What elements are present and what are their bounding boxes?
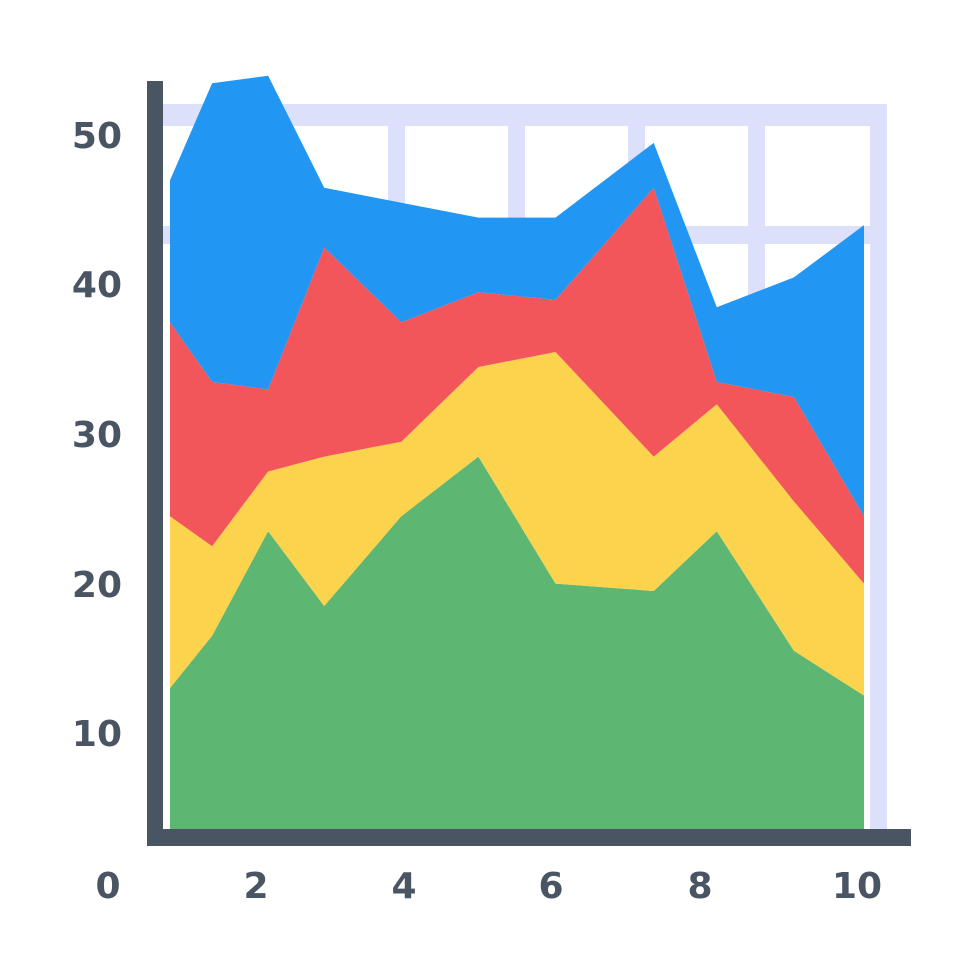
x-tick-label: 6 <box>538 866 563 907</box>
area-series-4 <box>170 75 864 517</box>
y-axis-line <box>147 81 163 846</box>
y-tick-label: 10 <box>72 714 122 755</box>
x-tick-label: 8 <box>687 866 712 907</box>
x-tick-label: 4 <box>391 866 416 907</box>
y-tick-label: 40 <box>72 265 122 306</box>
y-tick-label: 50 <box>72 116 122 157</box>
area-series-3 <box>170 187 864 584</box>
x-axis-line <box>147 829 911 846</box>
y-tick-label: 20 <box>72 565 122 606</box>
area-series-2 <box>170 352 864 696</box>
x-tick-label: 2 <box>243 866 268 907</box>
axes <box>147 81 911 846</box>
grid-right-band <box>870 104 887 830</box>
x-tick-label: 10 <box>832 866 882 907</box>
tick-labels: 0 2 4 6 8 10 10 20 30 40 50 <box>72 116 882 907</box>
area-series-1 <box>170 456 864 830</box>
x-tick-label: 0 <box>95 866 120 907</box>
y-tick-label: 30 <box>72 415 122 456</box>
areas <box>170 75 864 830</box>
